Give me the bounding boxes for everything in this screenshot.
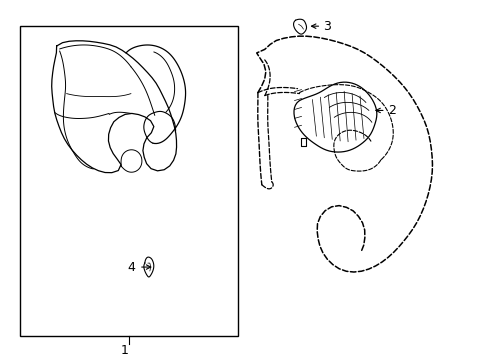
Text: 2: 2 [387,104,395,117]
Bar [20,26,238,337]
Text: 1: 1 [121,344,129,357]
Text: 3: 3 [323,20,330,33]
Text: 4: 4 [127,261,135,274]
